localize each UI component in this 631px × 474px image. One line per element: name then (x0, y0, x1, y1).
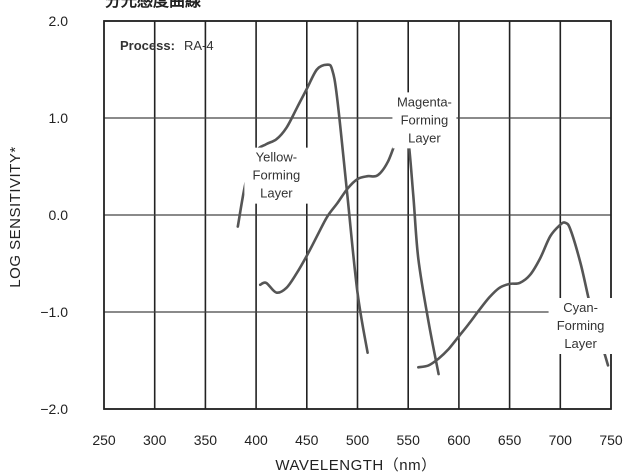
x-tick-label: 300 (143, 432, 167, 448)
x-tick-label: 650 (498, 432, 522, 448)
series-label-magenta: Magenta- Forming Layer (392, 92, 457, 149)
curve-labels: Yellow-FormingLayerMagenta-FormingLayerC… (244, 92, 613, 354)
plot-frame (103, 20, 612, 410)
series-label-line: Magenta- (397, 94, 452, 109)
chart-title: 分光感度曲線 (105, 0, 201, 10)
x-tick-label: 250 (92, 432, 116, 448)
series-line-magenta (258, 126, 440, 376)
series-label-line: Layer (260, 186, 293, 201)
series-label-line: Layer (408, 130, 441, 145)
series-line-cyan (417, 221, 610, 369)
series-label-yellow: Yellow- Forming Layer (244, 147, 309, 204)
series-label-line: Layer (564, 336, 597, 351)
series-label-line: Forming (557, 318, 605, 333)
x-axis-title: WAVELENGTH（nm） (275, 457, 436, 474)
grid (104, 20, 611, 410)
x-tick-label: 350 (194, 432, 218, 448)
x-tick-label: 700 (549, 432, 573, 448)
x-tick-label: 500 (346, 432, 370, 448)
x-tick-label: 600 (447, 432, 471, 448)
series-label-line: Yellow- (256, 150, 297, 165)
process-value: RA-4 (184, 38, 214, 53)
y-axis-title: LOG SENSITIVITY* (7, 146, 24, 287)
x-tick-label: 750 (599, 432, 623, 448)
series-label-cyan: Cyan- Forming Layer (548, 298, 613, 354)
y-tick-label: 1.0 (49, 110, 69, 126)
y-tick-label: 0.0 (49, 207, 69, 223)
series-label-line: Forming (253, 168, 301, 183)
x-tick-label: 450 (295, 432, 319, 448)
series-label-line: Forming (401, 112, 449, 127)
process-label: Process: (120, 38, 175, 53)
axis-ticks: 250 300 350 400 450 500 550 600 650 700 750 2.0 1.0 0… (40, 13, 623, 448)
y-tick-label: −1.0 (40, 304, 68, 320)
series-line-yellow (236, 63, 369, 354)
x-tick-label: 550 (397, 432, 421, 448)
y-tick-label: 2.0 (49, 13, 69, 29)
sensitivity-curves (236, 63, 610, 376)
series-label-line: Cyan- (563, 300, 598, 315)
y-tick-label: −2.0 (40, 401, 68, 417)
x-tick-label: 400 (244, 432, 268, 448)
